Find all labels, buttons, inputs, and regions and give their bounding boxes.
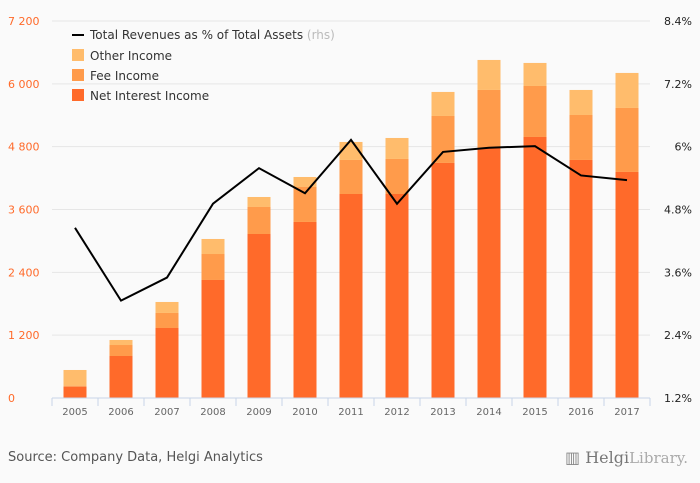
helgi-library-logo: ▥ HelgiLibrary. — [564, 448, 688, 467]
y2-tick-label: 4.8% — [664, 204, 692, 217]
bar-net-interest-income — [109, 356, 133, 398]
legend: Total Revenues as % of Total Assets (rhs… — [72, 28, 335, 103]
chart: 0 1.2% 1 200 2.4% 2 400 3.6% 3 600 4.8% 4 800 6% 6… — [8, 15, 692, 418]
y-tick-label: 2 400 — [8, 266, 40, 279]
bar-other-income — [385, 137, 409, 159]
bar-fee-income — [339, 159, 363, 195]
bar-other-income — [155, 301, 179, 313]
y2-tick-label: 6% — [675, 141, 692, 154]
bar-other-income — [63, 369, 87, 386]
bar-fee-income — [477, 89, 501, 148]
bar-net-interest-income — [293, 221, 317, 398]
bar-fee-income — [615, 107, 639, 172]
source-note: Source: Company Data, Helgi Analytics — [8, 450, 263, 465]
bar-fee-income — [523, 85, 547, 137]
bar-other-income — [477, 59, 501, 90]
line-total-revenues-pct — [74, 138, 628, 302]
y-tick-label: 1 200 — [8, 329, 40, 342]
bar-fee-income — [201, 254, 225, 280]
bar-fee-income — [109, 345, 133, 357]
bar-net-interest-income — [477, 147, 501, 398]
x-tick-label: 2011 — [338, 407, 363, 418]
bar-other-income — [201, 238, 225, 255]
y2-tick-label: 2.4% — [664, 329, 692, 342]
bars — [63, 59, 639, 398]
legend-label: Fee Income — [90, 69, 159, 83]
x-tick-label: 2005 — [62, 407, 87, 418]
axes: 0 1.2% 1 200 2.4% 2 400 3.6% 3 600 4.8% 4 800 6% 6… — [8, 15, 692, 418]
y2-tick-label: 8.4% — [664, 15, 692, 28]
bar-fee-income — [431, 115, 455, 163]
bar-net-interest-income — [569, 159, 593, 398]
legend-label-line: Total Revenues as % of Total Assets (rhs… — [89, 28, 335, 42]
y-tick-label: 4 800 — [8, 141, 40, 154]
x-tick-label: 2012 — [384, 407, 409, 418]
legend-label: Net Interest Income — [90, 89, 209, 103]
y-tick-label: 3 600 — [8, 204, 40, 217]
line-series — [74, 138, 628, 302]
x-tick-label: 2009 — [246, 407, 271, 418]
legend-label: Other Income — [90, 49, 172, 63]
bar-net-interest-income — [339, 194, 363, 398]
x-tick-label: 2010 — [292, 407, 317, 418]
y-tick-label: 6 000 — [8, 78, 40, 91]
x-tick-label: 2008 — [200, 407, 225, 418]
bar-net-interest-income — [385, 194, 409, 398]
y-tick-label: 0 — [8, 392, 15, 405]
x-tick-label: 2014 — [476, 407, 501, 418]
bar-fee-income — [385, 158, 409, 195]
legend-swatch — [72, 89, 84, 101]
x-tick-label: 2016 — [568, 407, 593, 418]
bar-other-income — [247, 196, 271, 207]
bar-net-interest-income — [615, 171, 639, 398]
legend-swatch — [72, 49, 84, 61]
bar-fee-income — [293, 186, 317, 222]
bar-fee-income — [569, 114, 593, 160]
bar-other-income — [109, 339, 133, 346]
legend-rhs-note: (rhs) — [307, 28, 335, 42]
bar-fee-income — [63, 385, 87, 387]
bar-net-interest-income — [155, 327, 179, 398]
x-tick-label: 2015 — [522, 407, 547, 418]
y2-tick-label: 7.2% — [664, 78, 692, 91]
x-tick-label: 2007 — [154, 407, 179, 418]
bar-net-interest-income — [247, 234, 271, 398]
bar-fee-income — [155, 312, 179, 328]
x-tick-label: 2006 — [108, 407, 133, 418]
y2-tick-label: 1.2% — [664, 392, 692, 405]
x-tick-label: 2013 — [430, 407, 455, 418]
bar-net-interest-income — [201, 279, 225, 398]
y-tick-label: 7 200 — [8, 15, 40, 28]
bar-other-income — [523, 62, 547, 86]
y2-tick-label: 3.6% — [664, 266, 692, 279]
bar-other-income — [431, 91, 455, 116]
bar-net-interest-income — [431, 162, 455, 398]
legend-swatch — [72, 69, 84, 81]
bar-fee-income — [247, 206, 271, 235]
bar-other-income — [615, 72, 639, 108]
bar-net-interest-income — [63, 386, 87, 398]
bar-other-income — [293, 176, 317, 187]
bar-net-interest-income — [523, 136, 547, 398]
x-tick-label: 2017 — [614, 407, 639, 418]
bar-other-income — [569, 89, 593, 115]
